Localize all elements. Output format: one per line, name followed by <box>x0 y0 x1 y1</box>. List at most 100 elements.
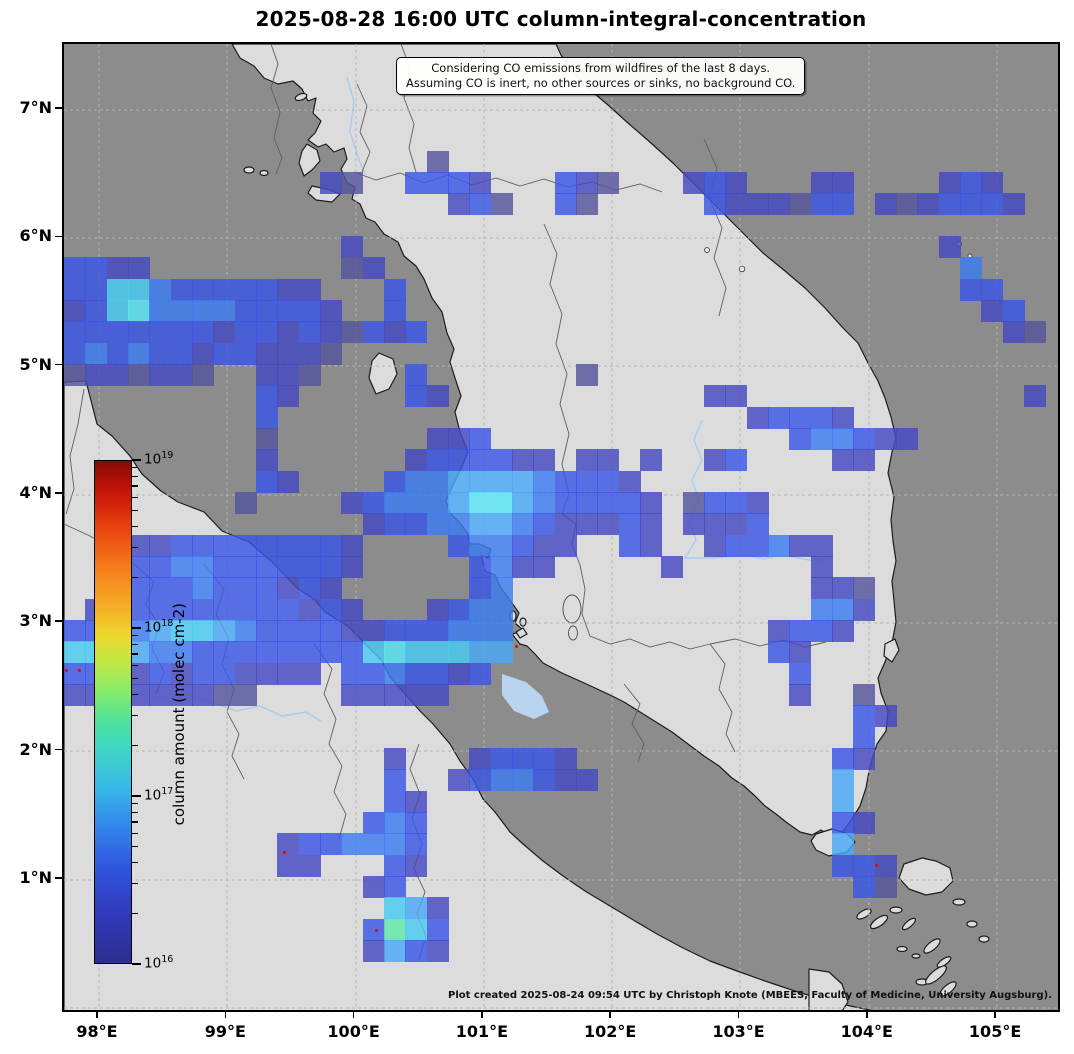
heat-cell <box>554 470 577 493</box>
heat-cell <box>85 342 108 365</box>
heat-cell <box>256 619 279 643</box>
heat-cell <box>426 619 449 643</box>
heat-cell <box>447 513 471 536</box>
heat-cell <box>128 363 151 387</box>
heat-cell <box>533 555 556 579</box>
heat-cell <box>213 577 236 600</box>
heat-cell <box>426 918 449 941</box>
heat-cell <box>405 897 428 920</box>
heat-cell <box>426 897 449 920</box>
heat-cell <box>234 491 257 515</box>
heat-cell <box>447 172 471 195</box>
colorbar-tick-label: 1019 <box>144 450 174 468</box>
heat-cell <box>511 449 535 472</box>
heat-cell <box>789 406 812 429</box>
heat-cell <box>362 321 385 344</box>
heat-cell <box>298 854 321 877</box>
heat-cell <box>874 854 897 877</box>
heat-cell <box>853 726 876 749</box>
heat-cell <box>597 449 620 472</box>
heat-cell <box>511 555 535 579</box>
heat-cell <box>789 641 812 664</box>
heat-cell <box>533 513 556 536</box>
heat-cell <box>383 470 407 493</box>
heat-cell <box>128 300 151 323</box>
heat-cell <box>383 897 407 920</box>
heat-cell <box>618 470 641 493</box>
y-axis-tick-label: 2°N <box>19 739 52 759</box>
heat-cell <box>405 449 428 472</box>
heat-cell <box>490 598 513 621</box>
heat-cell <box>447 662 471 685</box>
heat-cell <box>746 491 769 515</box>
x-axis-tick <box>866 1012 868 1018</box>
heat-cell <box>703 449 727 472</box>
heat-cell <box>426 491 449 515</box>
heat-cell <box>213 683 236 707</box>
y-axis-tick-label: 7°N <box>19 98 52 117</box>
heat-cell <box>85 363 108 387</box>
heat-cell <box>874 427 897 451</box>
heat-cell <box>490 769 513 792</box>
heat-cell <box>277 534 300 557</box>
heat-cell <box>149 619 172 643</box>
heat-cell <box>618 513 641 536</box>
heat-cell <box>959 193 983 216</box>
heat-cell <box>277 662 300 685</box>
heat-cell <box>383 811 407 835</box>
heat-cell <box>405 683 428 707</box>
heat-cell <box>213 300 236 323</box>
heat-cell <box>383 300 407 323</box>
heat-cell <box>362 641 385 664</box>
heat-cell <box>106 321 129 344</box>
heat-cell <box>426 662 449 685</box>
heat-cell <box>277 363 300 387</box>
heat-cell <box>405 321 428 344</box>
heat-cell <box>128 577 151 600</box>
heat-cell <box>320 598 343 621</box>
heat-cell <box>810 577 833 600</box>
heat-cell <box>383 321 407 344</box>
colorbar-minor-tick <box>132 496 138 498</box>
credit-text: Plot created 2025-08-24 09:54 UTC by Chr… <box>448 990 1052 1001</box>
colorbar-minor-tick <box>132 635 138 637</box>
heat-cell <box>575 449 599 472</box>
colorbar <box>94 460 132 964</box>
heat-cell <box>213 278 236 301</box>
heat-cell <box>447 491 471 515</box>
heat-cell <box>575 470 599 493</box>
fire-marker <box>65 669 68 672</box>
heat-cell <box>106 342 129 365</box>
heat-cell <box>469 491 492 515</box>
colorbar-axis-label-wrap: column amount (molec cm-2) <box>170 462 188 966</box>
heat-cell <box>831 577 855 600</box>
heat-cell <box>128 598 151 621</box>
heat-cell <box>213 555 236 579</box>
colorbar-major-tick <box>132 627 141 629</box>
heat-cell <box>703 534 727 557</box>
heat-cell <box>85 321 108 344</box>
heat-cell <box>874 193 897 216</box>
heat-cell <box>128 619 151 643</box>
heat-cell <box>682 491 705 515</box>
heat-cell <box>639 449 663 472</box>
heat-cell <box>810 534 833 557</box>
heat-cell <box>383 790 407 813</box>
heat-cell <box>170 363 193 387</box>
heat-cell <box>277 833 300 856</box>
heat-cell <box>469 555 492 579</box>
heat-cell <box>383 513 407 536</box>
heat-cell <box>853 683 876 707</box>
heat-cell <box>85 300 108 323</box>
heat-cell <box>405 790 428 813</box>
heat-cell <box>810 193 833 216</box>
heat-cell <box>469 619 492 643</box>
heat-cell <box>469 513 492 536</box>
colorbar-minor-tick <box>132 467 138 469</box>
heat-cell <box>703 491 727 515</box>
heat-cell <box>703 193 727 216</box>
heat-cell <box>192 619 215 643</box>
heat-cell <box>149 278 172 301</box>
heat-cell <box>383 278 407 301</box>
heat-cell <box>256 449 279 472</box>
